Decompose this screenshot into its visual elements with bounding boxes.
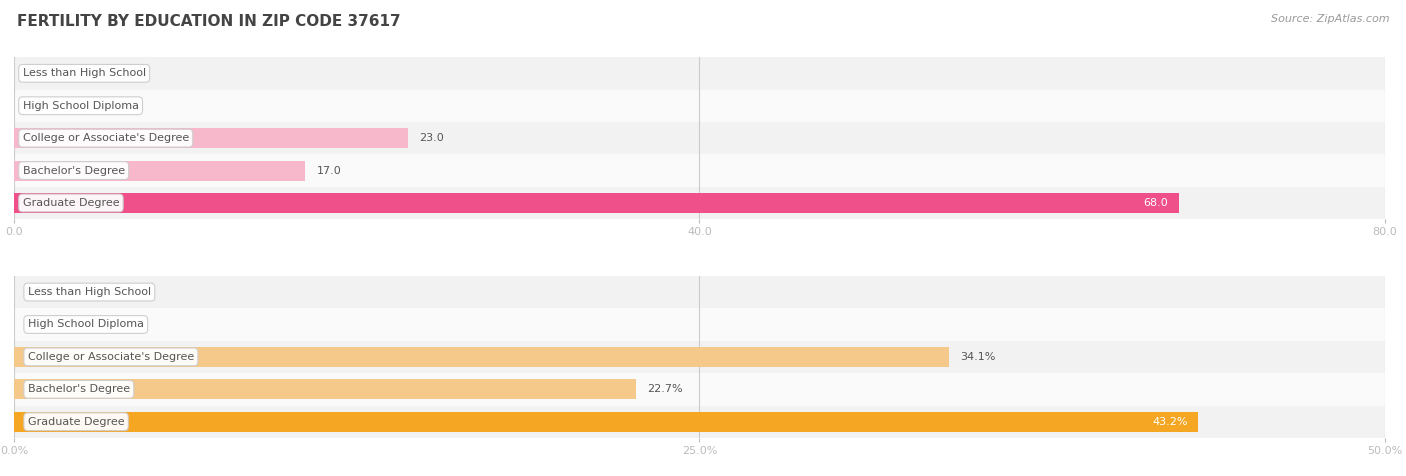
Text: Graduate Degree: Graduate Degree [22,198,120,208]
Text: 22.7%: 22.7% [647,384,683,394]
Bar [14,379,637,399]
Bar [14,412,1198,432]
Text: High School Diploma: High School Diploma [28,319,143,329]
Text: Less than High School: Less than High School [28,287,150,297]
Text: College or Associate's Degree: College or Associate's Degree [22,133,188,143]
Text: Bachelor's Degree: Bachelor's Degree [28,384,129,394]
Bar [14,187,1385,219]
Bar [14,406,1385,438]
Text: Less than High School: Less than High School [22,69,146,79]
Bar [14,373,1385,406]
Bar [14,89,1385,122]
Text: 17.0: 17.0 [316,166,342,176]
Text: 43.2%: 43.2% [1152,416,1188,426]
Bar [14,193,1180,213]
Bar [14,122,1385,154]
Text: FERTILITY BY EDUCATION IN ZIP CODE 37617: FERTILITY BY EDUCATION IN ZIP CODE 37617 [17,14,401,30]
Bar [14,160,305,180]
Bar [14,276,1385,308]
Text: High School Diploma: High School Diploma [22,101,139,111]
Bar [14,341,1385,373]
Text: College or Associate's Degree: College or Associate's Degree [28,352,194,362]
Bar [14,57,1385,89]
Text: 0.0%: 0.0% [25,319,53,329]
Text: 0.0: 0.0 [25,69,42,79]
Text: 0.0: 0.0 [25,101,42,111]
Bar [14,347,949,367]
Text: Graduate Degree: Graduate Degree [28,416,124,426]
Text: 23.0: 23.0 [419,133,444,143]
Bar [14,154,1385,187]
Text: 68.0: 68.0 [1143,198,1168,208]
Bar [14,308,1385,341]
Text: Bachelor's Degree: Bachelor's Degree [22,166,125,176]
Text: 0.0%: 0.0% [25,287,53,297]
Text: 34.1%: 34.1% [960,352,995,362]
Text: Source: ZipAtlas.com: Source: ZipAtlas.com [1271,14,1389,24]
Bar [14,128,408,148]
